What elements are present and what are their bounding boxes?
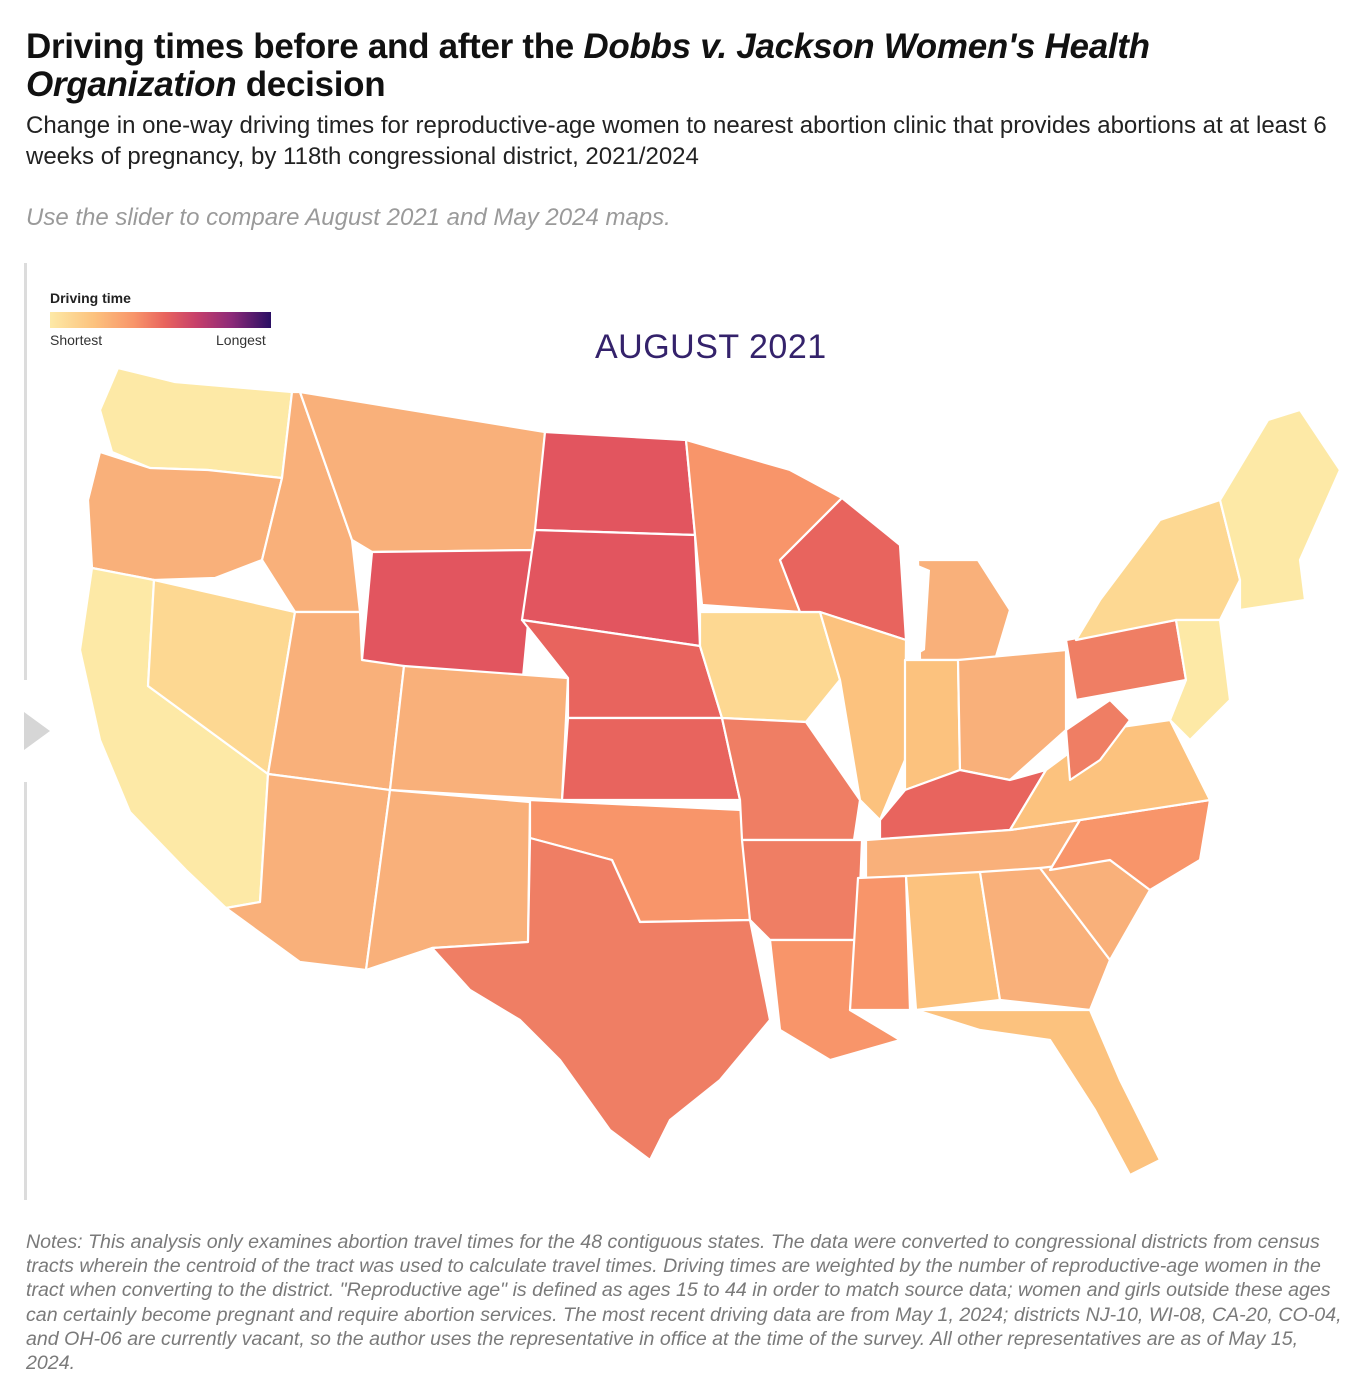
state-new-york[interactable] [1074, 498, 1242, 642]
state-mississippi[interactable] [848, 874, 912, 1012]
state-new-jersey-md-de[interactable] [1168, 618, 1232, 742]
state-missouri[interactable] [720, 716, 862, 842]
state-oregon[interactable] [86, 450, 284, 582]
case-name: Dobbs v. Jackson Women's Health Organiza… [26, 27, 1150, 104]
lake-michigan [906, 560, 930, 660]
compare-slider-handle[interactable] [24, 712, 50, 750]
state-ohio[interactable] [956, 648, 1068, 782]
state-new-england[interactable] [1218, 408, 1342, 612]
state-north-dakota[interactable] [533, 430, 697, 537]
notes: Notes: This analysis only examines abort… [26, 1231, 1342, 1375]
map-period-label: AUGUST 2021 [595, 328, 827, 366]
state-west-virginia[interactable] [1064, 698, 1132, 782]
chart-title: Driving times before and after the Dobbs… [26, 27, 1150, 104]
state-indiana[interactable] [903, 658, 962, 792]
slider-instruction: Use the slider to compare August 2021 an… [26, 204, 671, 231]
chart-subtitle: Change in one-way driving times for repr… [26, 112, 1327, 170]
state-iowa[interactable] [698, 610, 842, 724]
legend-gradient-bar [50, 312, 271, 328]
state-georgia[interactable] [978, 866, 1112, 1012]
state-arkansas[interactable] [740, 838, 864, 942]
state-michigan[interactable] [916, 558, 1012, 662]
state-florida[interactable] [914, 1008, 1162, 1177]
legend-title: Driving time [50, 290, 131, 306]
legend-low-label: Shortest [50, 332, 103, 348]
slider-track-bottom[interactable] [24, 782, 27, 1200]
state-texas[interactable] [430, 836, 772, 1162]
state-colorado[interactable] [388, 664, 570, 802]
slider-track-top[interactable] [24, 263, 27, 680]
state-kansas[interactable] [560, 716, 742, 802]
legend-high-label: Longest [216, 332, 266, 348]
